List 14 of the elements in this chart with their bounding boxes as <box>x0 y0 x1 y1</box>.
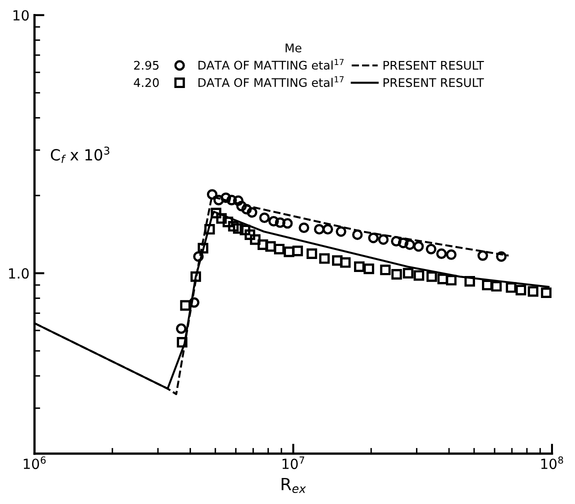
legend-label: PRESENT RESULT <box>384 78 484 88</box>
annotation: 4.20 <box>134 78 159 88</box>
x-tick-label: 10$^{6}$ <box>24 456 46 470</box>
x-tick-label: 10$^{7}$ <box>282 456 304 470</box>
legend-title: Me <box>286 44 302 52</box>
y-axis-title: C$_{f}$ x 10$^{3}$ <box>50 146 110 163</box>
annotation: 2.95 <box>134 60 159 70</box>
x-axis-title: R$_{ex}$ <box>282 478 306 494</box>
legend-label: PRESENT RESULT <box>384 60 484 70</box>
legend-label: DATA OF MATTING etal$^{17}$ <box>198 76 344 87</box>
x-tick-label: 10$^{8}$ <box>541 456 564 470</box>
y-tick-label: 1.0 <box>9 268 29 279</box>
y-tick-label: 10 <box>13 10 29 21</box>
legend-label: DATA OF MATTING etal$^{17}$ <box>198 58 344 70</box>
